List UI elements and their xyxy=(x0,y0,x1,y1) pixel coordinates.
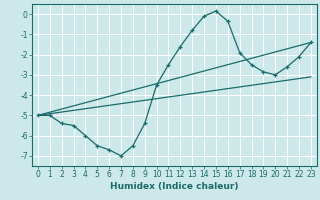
X-axis label: Humidex (Indice chaleur): Humidex (Indice chaleur) xyxy=(110,182,239,191)
